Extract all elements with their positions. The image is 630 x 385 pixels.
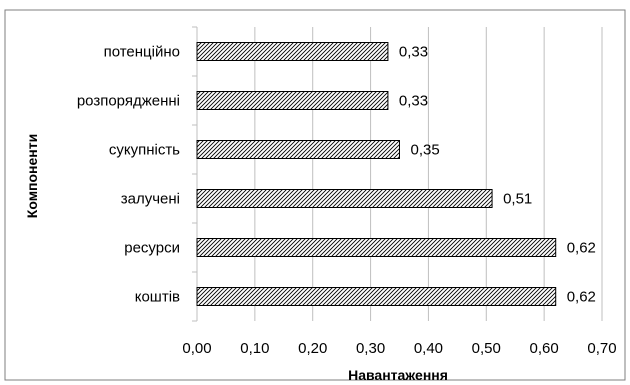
- x-tick-label: 0,30: [356, 340, 385, 357]
- bars: [196, 42, 557, 306]
- bar: [196, 238, 557, 257]
- x-tick-label: 0,60: [530, 340, 559, 357]
- x-tick-label: 0,20: [298, 340, 327, 357]
- y-axis-title: Компоненти: [24, 134, 40, 218]
- bar: [196, 42, 389, 61]
- bar: [196, 91, 389, 110]
- category-label: ресурси: [124, 240, 180, 257]
- x-axis-title: Навантаження: [348, 367, 448, 383]
- x-tick-label: 0,70: [587, 340, 616, 357]
- data-label: 0,33: [399, 93, 428, 110]
- data-label: 0,51: [503, 191, 532, 208]
- category-label: розпорядженні: [77, 93, 180, 110]
- x-tick-label: 0,10: [240, 340, 269, 357]
- bar: [196, 287, 557, 306]
- category-label: коштів: [135, 289, 180, 306]
- x-tick-label: 0,40: [414, 340, 443, 357]
- data-label: 0,62: [567, 240, 596, 257]
- x-tick-label: 0,00: [182, 340, 211, 357]
- labels: 0,00 0,10 0,20 0,30 0,40 0,50 0,60 0,70 потенцій…: [77, 44, 617, 358]
- bar: [196, 140, 400, 159]
- data-label: 0,35: [411, 142, 440, 159]
- x-tick-label: 0,50: [472, 340, 501, 357]
- data-label: 0,62: [567, 289, 596, 306]
- category-label: залучені: [121, 191, 180, 208]
- data-label: 0,33: [399, 44, 428, 61]
- category-label: потенційно: [104, 44, 180, 61]
- bar: [196, 189, 493, 208]
- category-label: сукупність: [109, 142, 180, 159]
- gridlines: [192, 26, 603, 322]
